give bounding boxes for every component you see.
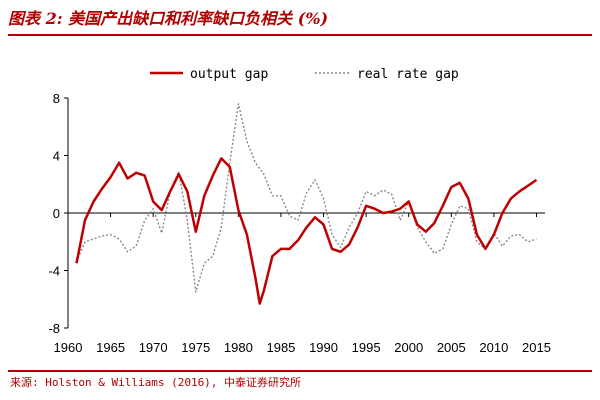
series-lines [75,103,538,305]
source-note: 来源: Holston & Williams (2016), 中泰证券研究所 [10,376,302,389]
x-tick-label: 1975 [181,340,210,355]
x-tick-label: 1990 [309,340,338,355]
x-tick-label: 2000 [394,340,423,355]
series-line-output-gap [75,157,538,305]
x-tick-label: 2010 [479,340,508,355]
y-tick-label: 4 [53,149,60,164]
figure-title: 图表 2: 美国产出缺口和利率缺口负相关 (%) [8,9,329,28]
x-tick-label: 1970 [139,340,168,355]
x-tick-labels: 1960 1965 1970 1975 1980 1985 1990 1995 2000 2005… [54,340,551,355]
legend-label-real-rate-gap: real rate gap [357,67,459,82]
axes [64,97,545,329]
x-tick-label: 1965 [96,340,125,355]
x-tick-label: 1960 [54,340,83,355]
legend: output gap real rate gap [150,67,459,82]
x-tick-label: 2015 [522,340,551,355]
x-tick-label: 1985 [266,340,295,355]
y-tick-label: 8 [53,91,60,106]
series-line-real-rate-gap [75,103,537,293]
source-divider [8,370,592,372]
y-tick-label: -4 [48,264,60,279]
title-divider [8,34,592,36]
y-tick-labels: 8 4 0 -4 -8 [48,91,60,336]
y-tick-label: -8 [48,321,60,336]
x-tick-label: 1980 [224,340,253,355]
y-tick-label: 0 [53,206,60,221]
x-tick-label: 1995 [352,340,381,355]
x-tick-label: 2005 [437,340,466,355]
legend-label-output-gap: output gap [190,67,268,82]
